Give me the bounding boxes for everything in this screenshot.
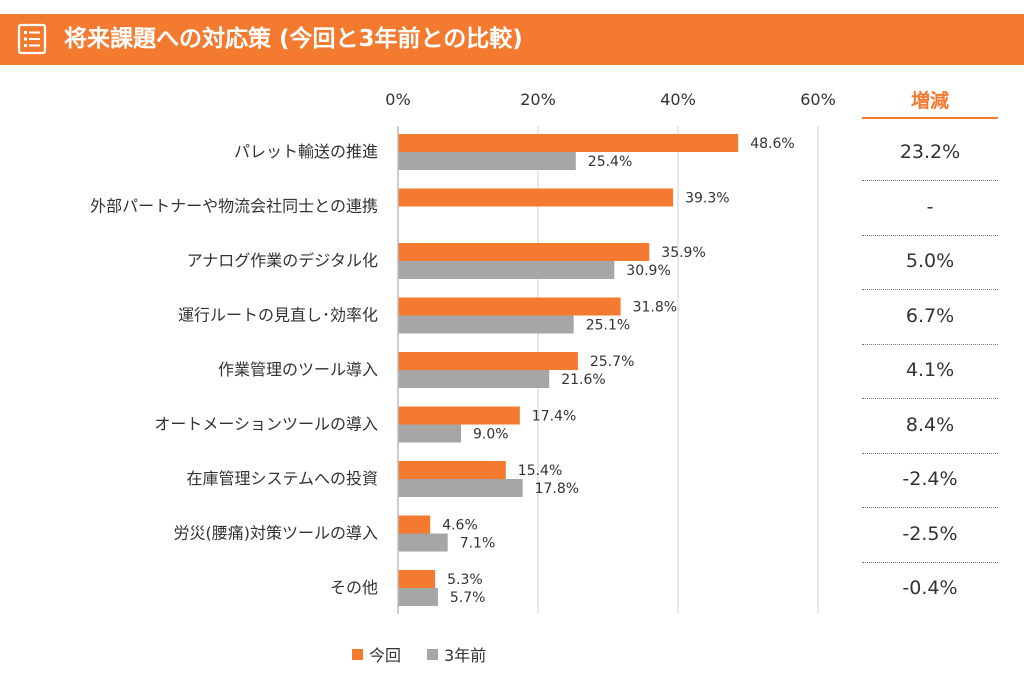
- category-label: 作業管理のツール導入: [218, 360, 378, 379]
- diff-separator: [862, 180, 998, 181]
- diff-value: 8.4%: [905, 413, 955, 436]
- bar-previous: [398, 424, 461, 443]
- legend-label-current: 今回: [369, 646, 402, 665]
- data-label-current: 39.3%: [685, 191, 729, 207]
- diff-row: 8.4%: [862, 403, 998, 458]
- legend: 今回 3年前: [352, 642, 512, 666]
- bar-previous: [398, 533, 448, 552]
- category-label: その他: [330, 578, 378, 597]
- bar-current: [398, 297, 621, 316]
- bar-current: [398, 352, 578, 370]
- diff-row: -0.4%: [862, 566, 998, 621]
- diff-row: -: [862, 185, 998, 240]
- diff-value: 5.0%: [905, 250, 955, 272]
- chart-header: 将来課題への対応策 (今回と3年前との比較): [0, 14, 1024, 65]
- data-label-current: 31.8%: [633, 300, 677, 316]
- bar-previous: [398, 152, 576, 170]
- data-label-previous: 9.0%: [473, 427, 509, 443]
- diff-value: -: [926, 195, 934, 218]
- x-tick-label: 0%: [385, 90, 410, 109]
- bar-current: [398, 406, 520, 425]
- category-label: 労災(腰痛)対策ツールの導入: [174, 524, 379, 543]
- diff-row: 6.7%: [862, 294, 998, 349]
- data-label-current: 5.3%: [447, 572, 483, 588]
- bar-previous: [398, 479, 523, 497]
- diff-value: 23.2%: [899, 141, 961, 163]
- legend-swatch-previous: [427, 648, 439, 660]
- data-label-current: 35.9%: [661, 245, 705, 261]
- list-document-icon: [17, 23, 47, 55]
- data-label-previous: 7.1%: [460, 536, 496, 552]
- diff-header-underline: [862, 117, 998, 119]
- x-tick-label: 60%: [800, 90, 836, 109]
- category-label: オートメーションツールの導入: [154, 415, 378, 434]
- data-label-current: 15.4%: [518, 463, 562, 479]
- category-label: 在庫管理システムへの投資: [186, 469, 378, 488]
- diff-separator: [862, 507, 998, 508]
- diff-row: 5.0%: [862, 239, 998, 294]
- legend-label-previous: 3年前: [444, 646, 487, 665]
- diff-value: 4.1%: [905, 359, 955, 381]
- diff-row: -2.5%: [862, 512, 998, 567]
- category-label: アナログ作業のデジタル化: [187, 251, 378, 270]
- diff-separator: [862, 398, 998, 399]
- category-label: 外部パートナーや物流会社同士との連携: [90, 197, 378, 216]
- data-label-current: 48.6%: [750, 136, 794, 152]
- legend-item-current: 今回: [352, 642, 401, 666]
- diff-row: -2.4%: [862, 457, 998, 512]
- diff-separator: [862, 234, 998, 236]
- diff-value: -2.5%: [902, 522, 958, 545]
- x-tick-label: 40%: [660, 90, 696, 109]
- data-label-previous: 25.4%: [588, 154, 632, 170]
- data-label-current: 25.7%: [590, 354, 634, 370]
- legend-swatch-current: [352, 648, 363, 660]
- diff-separator: [862, 452, 998, 454]
- bar-current: [398, 188, 674, 207]
- bar-current: [398, 515, 431, 534]
- bar-previous: [398, 370, 550, 388]
- bar-current: [398, 134, 739, 152]
- bar-previous: [398, 588, 438, 606]
- data-label-previous: 25.1%: [586, 318, 630, 334]
- data-label-previous: 5.7%: [450, 590, 486, 606]
- bar-previous: [398, 315, 574, 334]
- category-label: パレット輸送の推進: [234, 142, 378, 161]
- diff-row: 23.2%: [862, 130, 998, 185]
- category-label: 運行ルートの見直し･効率化: [178, 306, 378, 325]
- legend-item-previous: 3年前: [427, 642, 486, 666]
- bar-previous: [398, 261, 615, 279]
- data-label-previous: 17.8%: [535, 481, 579, 497]
- data-label-previous: 21.6%: [561, 372, 605, 388]
- data-label-current: 17.4%: [532, 409, 576, 425]
- diff-separator: [862, 561, 998, 563]
- diff-value: -2.4%: [902, 468, 958, 490]
- x-tick-label: 20%: [520, 90, 556, 109]
- bar-current: [398, 461, 506, 479]
- diff-row: 4.1%: [862, 348, 998, 403]
- diff-separator: [862, 343, 998, 345]
- diff-value: 6.7%: [905, 304, 955, 327]
- diff-value: -0.4%: [902, 577, 958, 599]
- bar-current: [398, 243, 650, 261]
- diff-separator: [862, 289, 998, 290]
- diff-column-header: 増減: [910, 90, 949, 112]
- data-label-previous: 30.9%: [626, 263, 670, 279]
- bar-current: [398, 570, 436, 588]
- chart-title: 将来課題への対応策 (今回と3年前との比較): [64, 26, 523, 52]
- data-label-current: 4.6%: [442, 518, 478, 534]
